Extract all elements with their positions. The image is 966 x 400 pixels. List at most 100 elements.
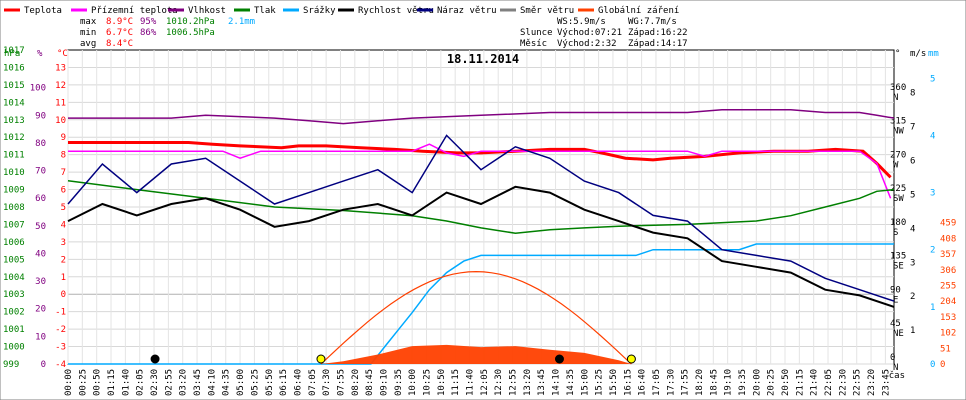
rain-tick: 2 (930, 246, 935, 256)
wind-direction-tick: 45 (890, 319, 901, 329)
temperature-tick: 6 (61, 186, 66, 196)
stat-sunset: Západ:16:22 (628, 28, 688, 38)
moonset-marker (554, 354, 564, 364)
pressure-tick: 1012 (3, 133, 25, 143)
series-line (67, 180, 895, 234)
series-theoretical-radiation (320, 270, 632, 365)
temperature-tick: 3 (61, 238, 66, 248)
series-radiation-area (320, 344, 632, 364)
stat-sun-label: Slunce (520, 28, 553, 38)
wind-direction-tick: 315 (890, 117, 906, 127)
x-tick: 16:15 (623, 369, 633, 396)
x-tick: 23:20 (867, 369, 877, 396)
humidity-tick: 40 (35, 249, 46, 259)
x-tick: 04:10 (207, 369, 217, 396)
x-tick: 10:00 (408, 369, 418, 396)
x-tick: 02:05 (136, 369, 146, 396)
x-tick: 19:10 (724, 369, 734, 396)
pressure-tick: 999 (3, 360, 19, 370)
legend-label: Teplota (24, 6, 62, 16)
temperature-tick: 0 (61, 290, 66, 300)
stat-avg-label: avg (80, 39, 96, 49)
temperature-tick: -3 (55, 343, 66, 353)
humidity-tick: 90 (35, 111, 46, 121)
radiation-tick: 306 (940, 266, 956, 276)
temperature-tick: 10 (55, 116, 66, 126)
pressure-tick: 1008 (3, 203, 25, 213)
x-tick: 15:25 (595, 369, 605, 396)
temperature-tick: 1 (61, 273, 66, 283)
wind-direction-label: SE (893, 262, 904, 272)
x-tick: 20:25 (767, 369, 777, 396)
x-tick: 06:40 (293, 369, 303, 396)
x-tick: 05:50 (265, 369, 275, 396)
moonrise-marker (150, 354, 160, 364)
wind-speed-tick: 6 (910, 157, 915, 167)
x-tick: 22:55 (853, 369, 863, 396)
wind-speed-tick: 7 (910, 123, 915, 133)
rain-tick: 3 (930, 189, 935, 199)
legend: Teplota Přízemní teplota Vlhkost Tlak Srážky… (4, 6, 679, 16)
humidity-tick: 60 (35, 194, 46, 204)
stat-min-label: min (80, 28, 96, 38)
temperature-tick: 13 (55, 63, 66, 73)
wind-direction-tick: 180 (890, 218, 906, 228)
pressure-tick: 1003 (3, 290, 25, 300)
stat-wind-gust: WG:7.7m/s (628, 17, 677, 27)
axes: hPa% °C9991000100110021003100410051006100… (3, 46, 956, 396)
x-tick: 01:40 (121, 369, 131, 396)
x-tick: 12:30 (494, 369, 504, 396)
stat-max-temp: 8.9°C (106, 17, 133, 27)
x-tick: 20:50 (781, 369, 791, 396)
temperature-tick: 8 (61, 151, 66, 161)
temperature-tick: 9 (61, 133, 66, 143)
x-tick: 19:35 (738, 369, 748, 396)
stat-avg-temp: 8.4°C (106, 39, 133, 49)
legend-label: Srážky (303, 6, 336, 16)
humidity-tick: 50 (35, 222, 46, 232)
stat-min-humidity: 86% (140, 28, 157, 38)
humidity-tick: 10 (35, 332, 46, 342)
x-tick: 03:20 (179, 369, 189, 396)
x-tick: 07:55 (336, 369, 346, 396)
x-tick: 08:45 (365, 369, 375, 396)
x-tick: 14:10 (552, 369, 562, 396)
wind-direction-tick: 225 (890, 184, 906, 194)
x-tick: 16:40 (638, 369, 648, 396)
stat-moon-label: Měsíc (520, 39, 547, 49)
pressure-tick: 1006 (3, 238, 25, 248)
series-line (68, 243, 894, 365)
pressure-tick: 1010 (3, 168, 25, 178)
x-tick: 23:45 (881, 369, 891, 396)
wind-speed-tick: 1 (910, 326, 915, 336)
wind-direction-tick: 0 (890, 353, 895, 363)
humidity-tick: 20 (35, 305, 46, 315)
wind-direction-label: SW (893, 194, 904, 204)
stat-moonset: Západ:14:17 (628, 39, 688, 49)
chart-title: 18.11.2014 (447, 52, 519, 66)
x-tick: 17:55 (681, 369, 691, 396)
pressure-tick: 1007 (3, 220, 25, 230)
wind-direction-label: E (893, 295, 898, 305)
temperature-tick: 5 (61, 203, 66, 213)
x-tick: 18:45 (709, 369, 719, 396)
wind-direction-tick: 135 (890, 252, 906, 262)
humidity-tick: 0 (41, 360, 46, 370)
x-tick: 03:45 (193, 369, 203, 396)
x-tick: 12:55 (509, 369, 519, 396)
radiation-tick: 51 (940, 344, 951, 354)
pressure-tick: 1014 (3, 98, 25, 108)
pressure-tick: 1017 (3, 46, 25, 56)
wind-speed-tick: 4 (910, 224, 915, 234)
pressure-tick: 1004 (3, 273, 25, 283)
radiation-tick: 459 (940, 219, 956, 229)
stat-wind-speed: WS:5.9m/s (557, 17, 606, 27)
temperature-tick: 12 (55, 81, 66, 91)
x-tick: 01:15 (107, 369, 117, 396)
x-axis-label: čas (889, 370, 905, 381)
x-tick: 21:15 (795, 369, 805, 396)
sunrise-marker (316, 354, 326, 364)
wind-direction-label: NW (893, 127, 904, 137)
x-tick: 11:15 (451, 369, 461, 396)
